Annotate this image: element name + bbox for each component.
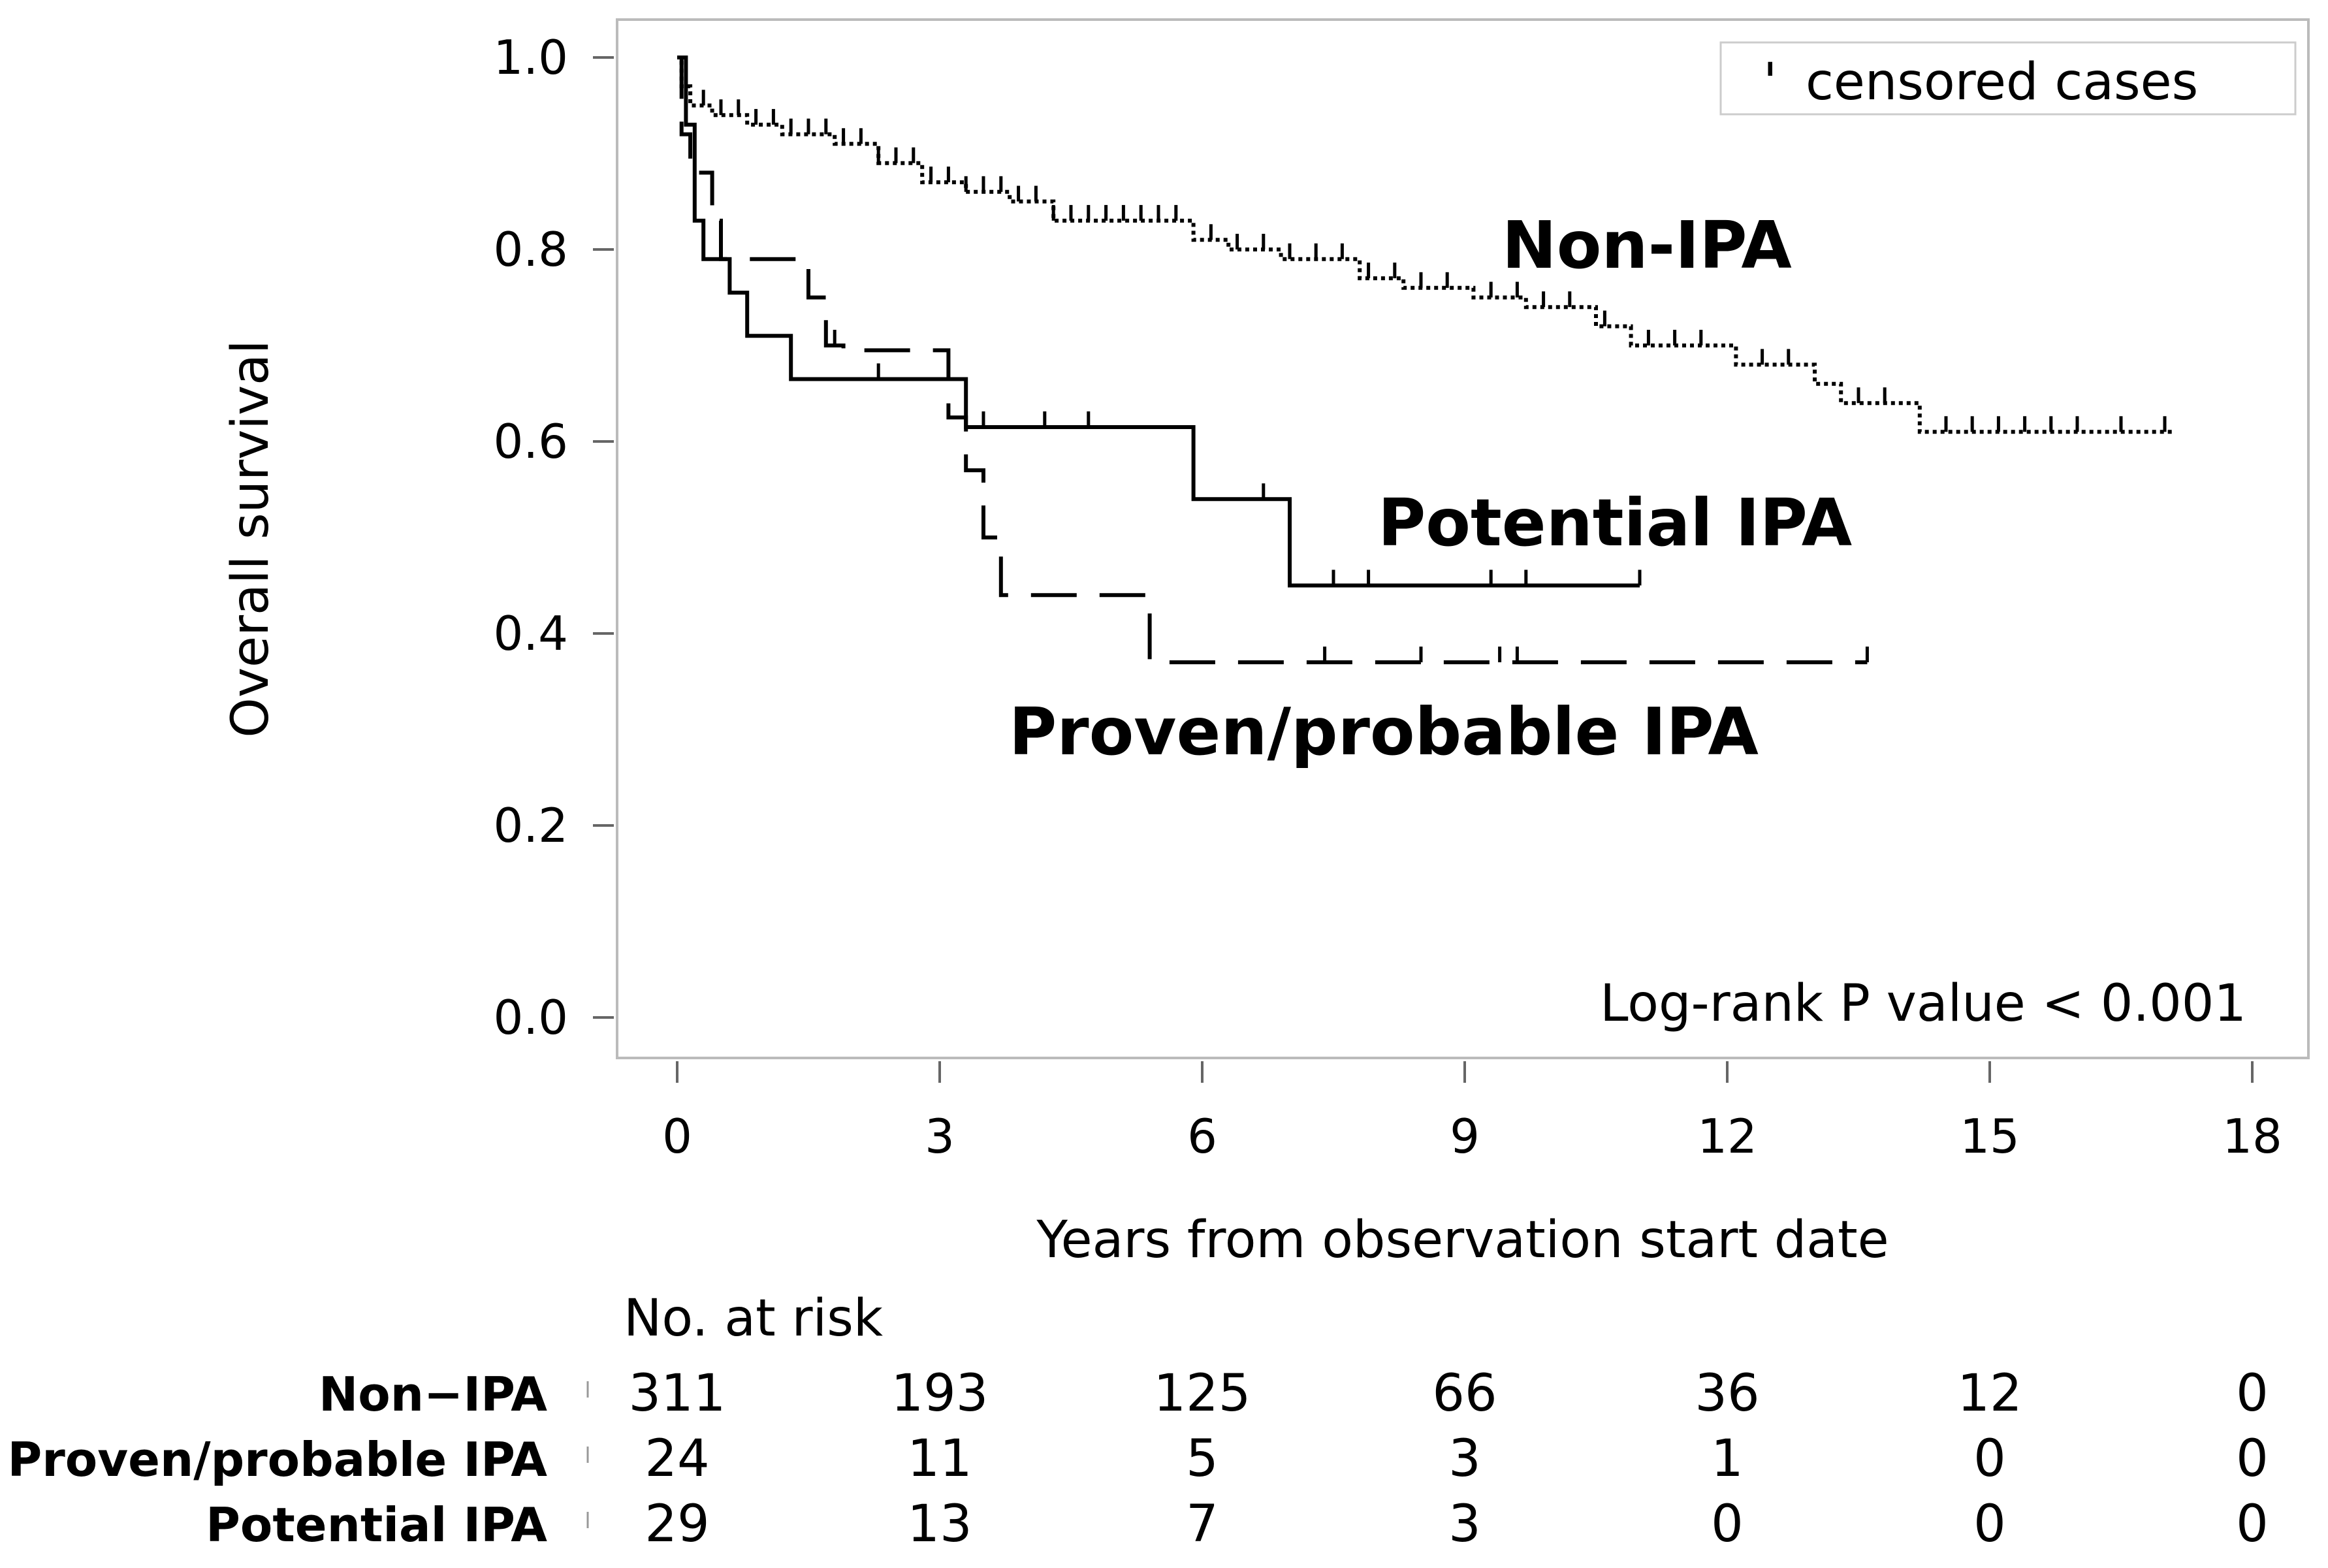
y-tick-label: 0.8 xyxy=(493,222,568,277)
risk-value: 0 xyxy=(2236,1495,2269,1554)
x-tick-label: 15 xyxy=(1960,1109,2020,1164)
risk-row-label: Potential IPA xyxy=(206,1497,547,1552)
x-tick-label: 9 xyxy=(1450,1109,1480,1164)
risk-value: 36 xyxy=(1695,1364,1759,1423)
legend-censor-symbol: ' xyxy=(1763,53,1777,112)
risk-value: 3 xyxy=(1448,1495,1481,1554)
x-tick-label: 12 xyxy=(1697,1109,1757,1164)
y-tick-label: 0.0 xyxy=(493,990,568,1045)
risk-value: 0 xyxy=(1711,1495,1744,1554)
risk-value: 0 xyxy=(1973,1495,2006,1554)
risk-value: 66 xyxy=(1432,1364,1497,1423)
y-tick-label: 0.6 xyxy=(493,414,568,469)
y-axis: 0.0 0.2 0.4 0.6 0.8 1.0 xyxy=(493,30,614,1045)
risk-value: 311 xyxy=(629,1364,726,1423)
risk-row-label: Proven/probable IPA xyxy=(8,1432,548,1487)
risk-value: 12 xyxy=(1957,1364,2022,1423)
x-tick-label: 0 xyxy=(662,1109,692,1164)
legend-box: ' censored cases xyxy=(1719,41,2297,116)
x-tick-label: 18 xyxy=(2222,1109,2282,1164)
x-axis: 0 3 6 9 12 15 18 xyxy=(662,1061,2282,1164)
label-potential-ipa: Potential IPA xyxy=(1378,485,1852,561)
x-tick-label: 6 xyxy=(1187,1109,1217,1164)
risk-value: 11 xyxy=(907,1430,972,1488)
legend-label: censored cases xyxy=(1806,53,2198,112)
risk-value: 125 xyxy=(1154,1364,1251,1423)
risk-value: 0 xyxy=(1973,1430,2006,1488)
risk-value: 24 xyxy=(645,1430,709,1488)
x-axis-title: Years from observation start date xyxy=(1036,1211,1889,1270)
risk-value: 5 xyxy=(1186,1430,1219,1488)
curve-potential-ipa xyxy=(677,56,1640,588)
curve-proven-probable-ipa xyxy=(677,56,1868,665)
risk-value: 193 xyxy=(891,1364,989,1423)
log-rank-annotation: Log-rank P value < 0.001 xyxy=(1600,974,2246,1033)
y-tick-label: 0.2 xyxy=(493,798,568,853)
survival-curves xyxy=(677,56,2174,665)
risk-value: 0 xyxy=(2236,1364,2269,1423)
risk-row-label: Non−IPA xyxy=(319,1367,547,1422)
risk-value: 29 xyxy=(645,1495,709,1554)
y-tick-label: 1.0 xyxy=(493,30,568,85)
risk-value: 7 xyxy=(1186,1495,1219,1554)
legend-frame xyxy=(1719,41,2297,116)
label-non-ipa: Non-IPA xyxy=(1502,207,1792,283)
risk-table-header: No. at risk xyxy=(624,1289,883,1348)
y-tick-label: 0.4 xyxy=(493,606,568,661)
risk-value: 0 xyxy=(2236,1430,2269,1488)
y-axis-title: Overall survival xyxy=(221,340,280,737)
label-proven-probable-ipa: Proven/probable IPA xyxy=(1009,694,1759,770)
risk-value: 1 xyxy=(1711,1430,1744,1488)
risk-value: 13 xyxy=(907,1495,972,1554)
x-tick-label: 3 xyxy=(925,1109,955,1164)
risk-value: 3 xyxy=(1448,1430,1481,1488)
plot-frame xyxy=(616,18,2310,1059)
